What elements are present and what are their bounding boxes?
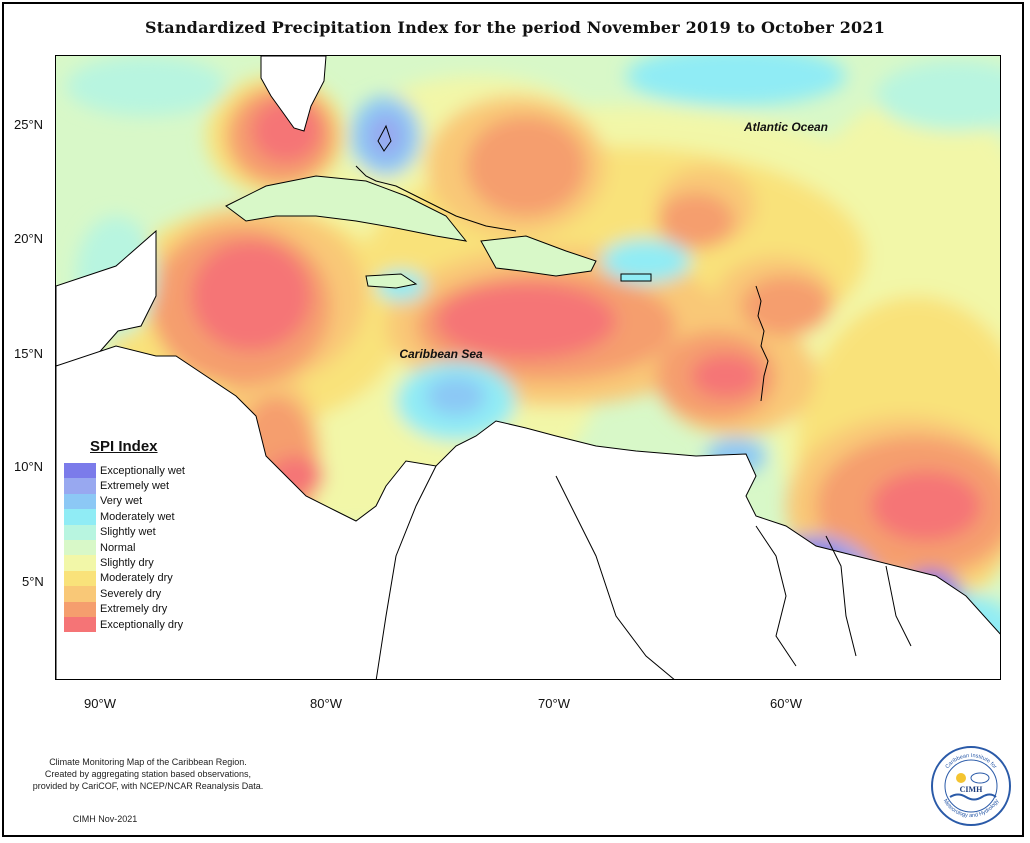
legend-swatch bbox=[64, 493, 96, 510]
lon-tick: 60°W bbox=[770, 696, 802, 711]
legend-label: Extremely wet bbox=[100, 480, 170, 493]
legend-label: Exceptionally wet bbox=[100, 464, 185, 477]
legend-item: Extremely dry bbox=[64, 601, 185, 617]
lat-tick: 10°N bbox=[14, 459, 44, 474]
credit-line: provided by CariCOF, with NCEP/NCAR Rean… bbox=[32, 781, 264, 791]
legend-label: Very wet bbox=[100, 495, 143, 508]
legend-item: Very wet bbox=[64, 493, 185, 510]
legend-swatch bbox=[64, 601, 96, 617]
legend-title: SPI Index bbox=[90, 438, 158, 455]
legend-swatch bbox=[64, 509, 96, 525]
caribbean-label: Caribbean Sea bbox=[399, 347, 483, 361]
credit-line: Created by aggregating station based obs… bbox=[44, 769, 252, 779]
legend-item: Extremely wet bbox=[64, 478, 185, 494]
spi-map: Atlantic Ocean Caribbean Sea bbox=[55, 55, 1001, 680]
islands bbox=[355, 124, 769, 402]
legend-swatch bbox=[64, 616, 96, 633]
spi-legend: SPI Index Exceptionally wet Extremely wet… bbox=[64, 438, 185, 633]
legend-item: Moderately dry bbox=[64, 570, 185, 587]
lat-tick: 25°N bbox=[14, 117, 44, 132]
lon-tick: 80°W bbox=[310, 696, 342, 711]
legend-item: Severely dry bbox=[64, 586, 185, 602]
legend-item: Normal bbox=[64, 539, 185, 556]
credit-text: Climate Monitoring Map of the Caribbean … bbox=[20, 756, 276, 792]
cloud-icon bbox=[970, 772, 990, 784]
lat-tick: 5°N bbox=[22, 574, 44, 589]
land bbox=[56, 56, 1000, 679]
legend-item: Slightly wet bbox=[64, 524, 185, 540]
map-canvas: Atlantic Ocean Caribbean Sea bbox=[56, 56, 1000, 679]
legend-swatch bbox=[64, 586, 96, 602]
legend-swatch bbox=[64, 555, 96, 571]
map-title: Standardized Precipitation Index for the… bbox=[144, 18, 886, 37]
lon-tick: 70°W bbox=[538, 696, 570, 711]
legend-label: Slightly dry bbox=[100, 557, 154, 570]
legend-label: Severely dry bbox=[100, 587, 162, 600]
legend-item: Exceptionally dry bbox=[64, 616, 185, 633]
legend-swatch bbox=[64, 539, 96, 556]
legend-rows: Exceptionally wet Extremely wet Very wet Mo… bbox=[64, 463, 185, 633]
atlantic-label: Atlantic Ocean bbox=[743, 120, 828, 134]
lat-tick: 15°N bbox=[14, 346, 44, 361]
lon-tick: 90°W bbox=[84, 696, 116, 711]
legend-label: Moderately wet bbox=[100, 510, 175, 523]
legend-label: Normal bbox=[100, 541, 136, 554]
date-stamp: CIMH Nov-2021 bbox=[72, 814, 138, 824]
legend-item: Exceptionally wet bbox=[64, 463, 185, 479]
legend-item: Slightly dry bbox=[64, 555, 185, 571]
legend-swatch bbox=[64, 524, 96, 540]
legend-label: Moderately dry bbox=[100, 572, 173, 585]
wave-icon bbox=[949, 793, 997, 801]
legend-label: Slightly wet bbox=[100, 526, 156, 539]
borders bbox=[375, 465, 912, 679]
legend-swatch bbox=[64, 570, 96, 587]
legend-label: Extremely dry bbox=[100, 603, 168, 616]
logo-acronym: CIMH bbox=[960, 785, 983, 794]
legend-label: Exceptionally dry bbox=[100, 618, 184, 631]
legend-swatch bbox=[64, 463, 96, 479]
legend-swatch bbox=[64, 478, 96, 494]
legend-item: Moderately wet bbox=[64, 509, 185, 525]
lat-tick: 20°N bbox=[14, 231, 44, 246]
sun-icon bbox=[956, 773, 966, 783]
cimh-logo: Caribbean Institute for Meteorology and … bbox=[931, 746, 1011, 826]
credit-line: Climate Monitoring Map of the Caribbean … bbox=[49, 757, 247, 767]
